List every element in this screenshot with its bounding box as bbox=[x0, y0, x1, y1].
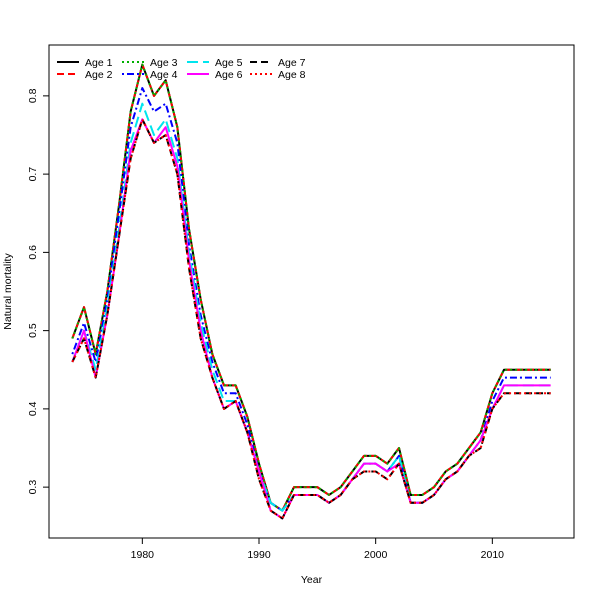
series-layer bbox=[71, 63, 551, 520]
y-tick-label: 0.7 bbox=[27, 167, 39, 182]
series-line-8 bbox=[71, 118, 551, 520]
x-tick-label: 1990 bbox=[247, 549, 271, 561]
legend-label-6: Age 6 bbox=[215, 69, 243, 81]
legend-label-7: Age 7 bbox=[278, 57, 306, 69]
legend-label-1: Age 1 bbox=[85, 57, 113, 69]
series-line-3 bbox=[71, 63, 551, 512]
y-tick-label: 0.8 bbox=[27, 88, 39, 103]
legend-label-3: Age 3 bbox=[150, 57, 178, 69]
x-tick-label: 2000 bbox=[364, 549, 388, 561]
y-tick-label: 0.6 bbox=[27, 245, 39, 260]
legend-label-4: Age 4 bbox=[150, 69, 178, 81]
y-axis: 0.3 0.4 0.5 0.6 0.7 0.8 bbox=[27, 88, 49, 494]
y-tick-label: 0.3 bbox=[27, 480, 39, 495]
x-axis-label: Year bbox=[301, 574, 323, 586]
x-tick-label: 1980 bbox=[131, 549, 155, 561]
y-tick-label: 0.4 bbox=[27, 401, 39, 416]
x-axis: 1980 1990 2000 2010 bbox=[131, 538, 505, 561]
y-axis-label: Natural mortality bbox=[2, 253, 14, 330]
legend-label-8: Age 8 bbox=[278, 69, 306, 81]
series-line-7 bbox=[71, 118, 551, 520]
x-tick-label: 2010 bbox=[481, 549, 505, 561]
plot-frame bbox=[48, 44, 575, 539]
legend-label-5: Age 5 bbox=[215, 57, 243, 69]
y-tick-label: 0.5 bbox=[27, 323, 39, 338]
legend-label-2: Age 2 bbox=[85, 69, 113, 81]
